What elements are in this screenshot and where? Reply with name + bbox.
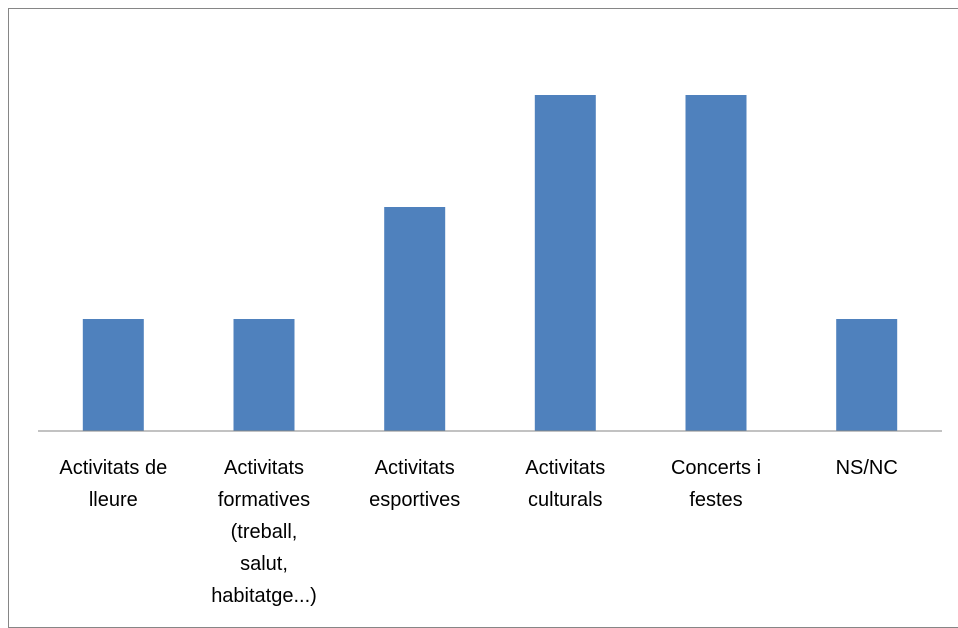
category-label-line: Activitats bbox=[375, 457, 455, 479]
category-label-5: NS/NC bbox=[836, 457, 898, 479]
category-label-line: Activitats de bbox=[59, 457, 167, 479]
category-label-line: Concerts i bbox=[671, 457, 761, 479]
category-label-0: Activitats de lleure bbox=[59, 457, 167, 511]
category-label-line: habitatge...) bbox=[211, 585, 317, 607]
bar-3 bbox=[534, 95, 596, 431]
bar-1 bbox=[233, 319, 295, 431]
category-label-line: lleure bbox=[89, 489, 138, 511]
bar-0 bbox=[82, 319, 144, 431]
bars-group bbox=[82, 95, 898, 431]
category-label-line: NS/NC bbox=[836, 457, 898, 479]
category-label-4: Concerts i festes bbox=[671, 457, 761, 511]
category-label-line: culturals bbox=[528, 489, 602, 511]
bar-5 bbox=[836, 319, 898, 431]
category-label-line: Activitats bbox=[224, 457, 304, 479]
bar-4 bbox=[685, 95, 747, 431]
category-label-line: formatives bbox=[218, 489, 310, 511]
category-label-line: Activitats bbox=[525, 457, 605, 479]
category-label-3: Activitats culturals bbox=[525, 457, 605, 511]
category-label-line: salut, bbox=[240, 553, 288, 575]
category-label-1: Activitats formatives (treball, salut, habit… bbox=[211, 457, 317, 607]
category-label-line: festes bbox=[689, 489, 742, 511]
category-label-line: (treball, bbox=[231, 521, 298, 543]
category-label-line: esportives bbox=[369, 489, 460, 511]
category-labels-group: Activitats de lleure Activitats formatives (… bbox=[59, 457, 897, 607]
bar-2 bbox=[384, 207, 446, 431]
chart-frame bbox=[8, 8, 958, 628]
category-label-2: Activitats esportives bbox=[369, 457, 460, 511]
